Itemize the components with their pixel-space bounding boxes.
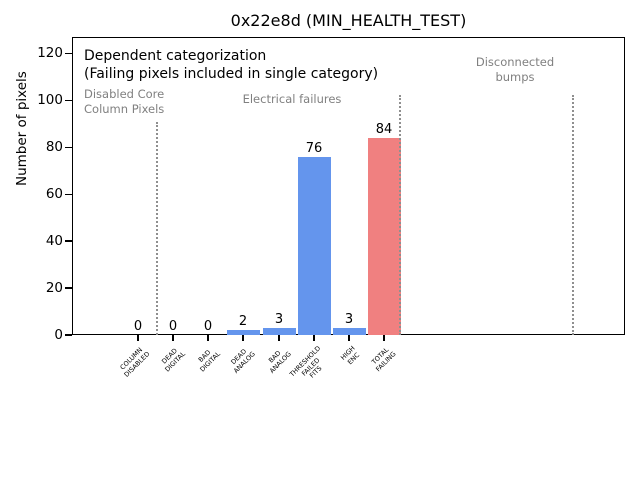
bar-value-label: 3 xyxy=(344,311,354,327)
x-tick-label: DEAD ANALOG xyxy=(229,347,257,375)
x-tick-label: BAD ANALOG xyxy=(266,349,293,375)
y-tick-label: 100 xyxy=(37,92,63,109)
bar xyxy=(297,156,331,335)
plot-area xyxy=(72,37,625,335)
x-tick-label: TOTAL FAILING xyxy=(370,345,398,373)
x-tick-mark xyxy=(242,335,244,341)
bar-value-label: 0 xyxy=(133,319,143,334)
bar xyxy=(226,330,260,335)
separator-line xyxy=(155,122,158,335)
x-tick-mark xyxy=(383,335,385,341)
y-tick-label: 0 xyxy=(54,327,63,343)
y-tick-label: 120 xyxy=(37,45,63,62)
x-tick-label: HIGH ENC xyxy=(339,344,362,366)
y-tick-mark xyxy=(65,287,72,289)
annotation: Electrical failures xyxy=(242,92,342,106)
bar-value-label: 2 xyxy=(238,314,248,330)
annotation: Dependent categorization xyxy=(84,48,267,64)
y-tick-mark xyxy=(65,99,72,102)
bar-value-label: 0 xyxy=(168,319,178,334)
x-tick-mark xyxy=(313,335,315,341)
separator-line xyxy=(571,95,574,335)
y-tick-mark xyxy=(65,146,72,148)
separator-line xyxy=(399,95,401,335)
bar-value-label: 84 xyxy=(375,121,393,137)
y-tick-mark xyxy=(65,240,72,242)
x-tick-label: THRESHOLD FAILED FITS xyxy=(287,344,324,380)
annotation: (Failing pixels included in single categ… xyxy=(84,66,379,82)
annotation: Disabled Core Column Pixels xyxy=(84,87,165,116)
annotation: Disconnected bumps xyxy=(475,55,555,84)
y-tick-label: 20 xyxy=(45,280,63,297)
y-tick-mark xyxy=(65,52,72,55)
bar xyxy=(367,137,401,335)
x-tick-label: COLUMN DISABLED xyxy=(118,345,152,379)
y-tick-label: 60 xyxy=(45,186,63,203)
y-tick-mark xyxy=(65,193,72,195)
x-tick-mark xyxy=(172,335,174,341)
bar-value-label: 3 xyxy=(274,311,284,327)
x-tick-label: BAD DIGITAL xyxy=(196,348,222,374)
y-tick-mark xyxy=(65,334,72,336)
y-tick-label: 40 xyxy=(45,233,63,250)
x-tick-label: DEAD DIGITAL xyxy=(159,346,187,374)
x-tick-mark xyxy=(207,335,209,341)
chart-title: 0x22e8d (MIN_HEALTH_TEST) xyxy=(230,11,467,30)
x-tick-mark xyxy=(137,335,139,341)
y-tick-label: 80 xyxy=(45,139,63,156)
x-tick-mark xyxy=(348,335,350,341)
bar xyxy=(332,327,366,335)
bar-value-label: 0 xyxy=(203,319,213,334)
bar xyxy=(262,327,296,335)
bar-value-label: 76 xyxy=(305,140,323,156)
x-tick-mark xyxy=(278,335,280,341)
